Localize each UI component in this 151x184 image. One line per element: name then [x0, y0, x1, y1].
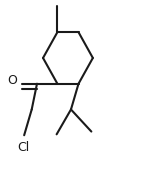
Text: O: O — [7, 75, 17, 87]
Text: Cl: Cl — [17, 141, 30, 154]
